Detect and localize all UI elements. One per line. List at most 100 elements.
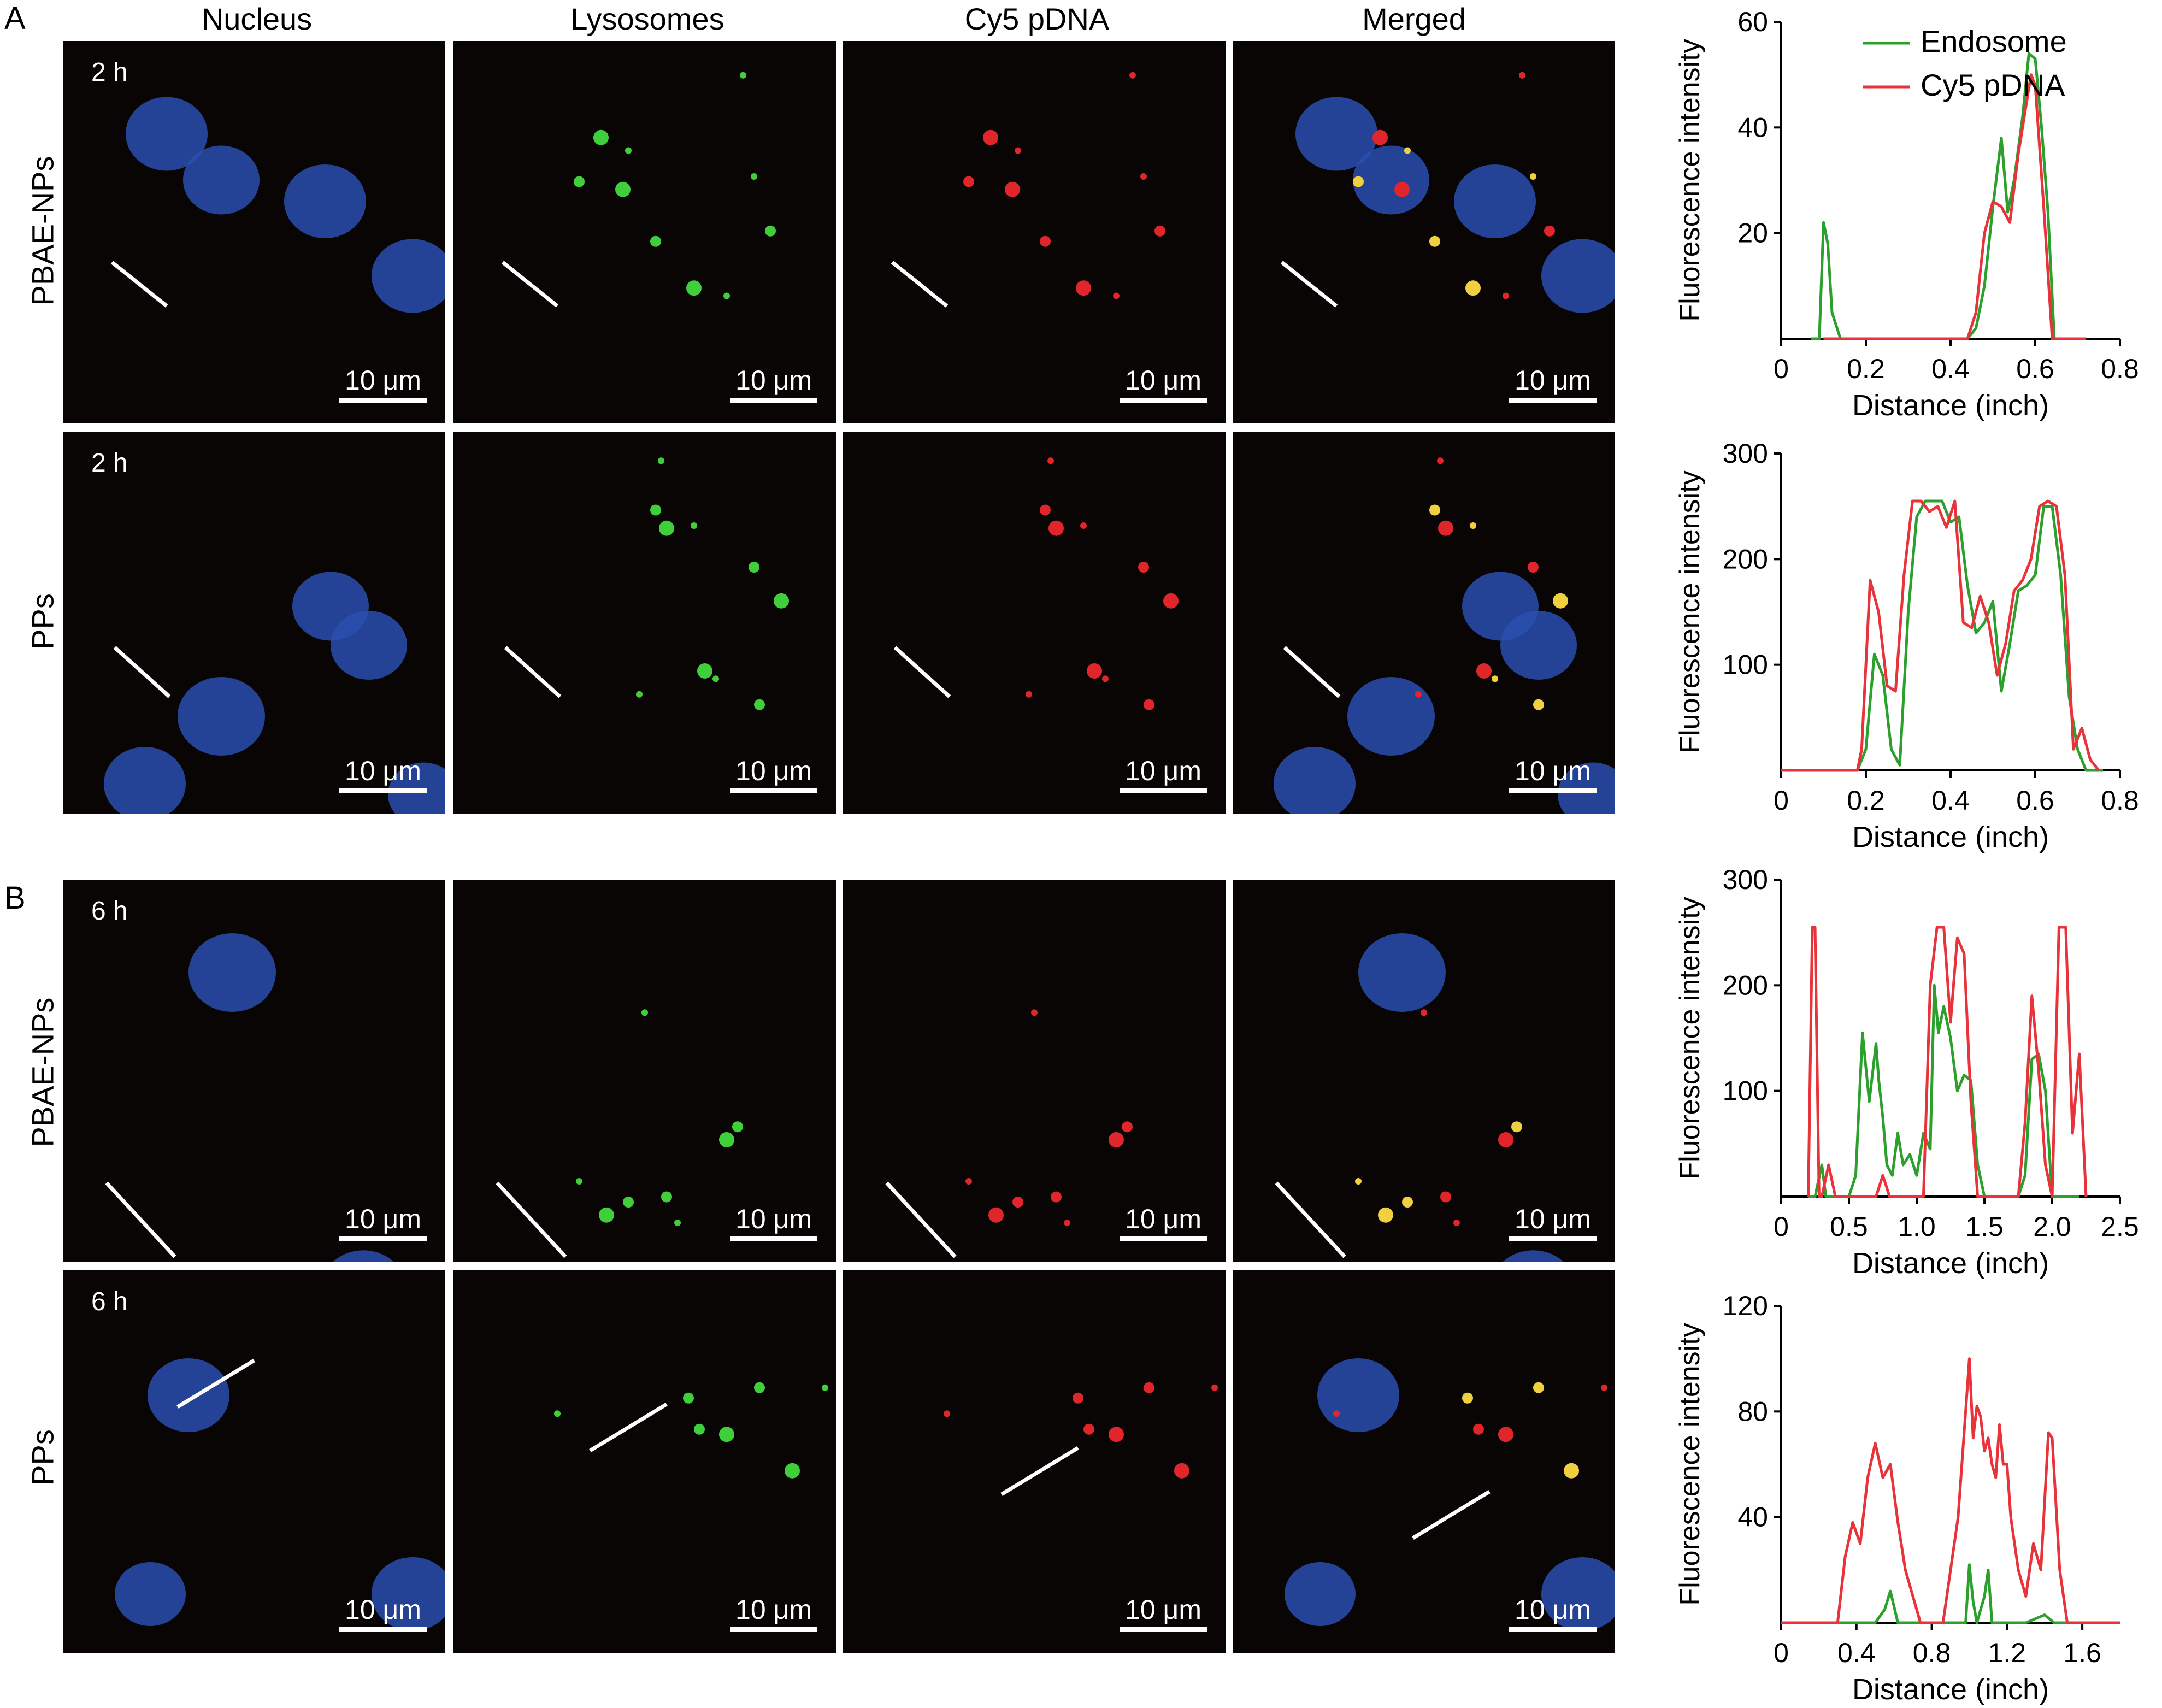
legend-label: Cy5 pDNA (1921, 68, 2065, 102)
fluorescent-spot (1498, 1132, 1513, 1147)
scale-bar (1509, 398, 1597, 403)
row-label-pps-6h: PPs (25, 1429, 60, 1486)
x-axis-label: Distance (inch) (1852, 1673, 2049, 1706)
scale-bar-label: 10 μm (345, 1594, 421, 1625)
fluorescent-spot (650, 504, 661, 516)
scale-bar (1120, 398, 1207, 403)
line-scan-marker (1275, 1181, 1346, 1258)
fluorescent-spot (1511, 1121, 1522, 1133)
scale-bar (339, 788, 427, 793)
profile-plot-3: 0 0.5 1.0 1.5 2.0 2.5 100 200 300 Distance (inch)… (1606, 858, 2153, 1287)
series-line-cy5-pdna (1781, 1357, 2120, 1624)
fluorescent-spot (1140, 173, 1147, 180)
scale-bar (1120, 788, 1207, 793)
cell-nucleus (183, 145, 260, 215)
cell-nucleus (1353, 145, 1429, 215)
fluorescent-spot (1437, 457, 1444, 464)
fluorescent-spot (965, 1178, 972, 1185)
micrograph-nucleus-row2: 2 h 10 μm (63, 432, 445, 814)
fluorescent-spot (599, 1207, 614, 1223)
micrograph-lysosome-row4: 10 μm (453, 1270, 836, 1653)
fluorescent-spot (749, 562, 759, 573)
scale-bar-label: 10 μm (345, 365, 421, 396)
y-tick-label: 100 (1723, 650, 1768, 680)
micrograph-merged-row3: 10 μm (1233, 880, 1615, 1262)
fluorescent-spot (694, 1423, 705, 1435)
cell-nucleus (1285, 1562, 1356, 1626)
x-tick-label: 0.4 (1837, 1638, 1876, 1668)
scale-bar-label: 10 μm (1125, 1594, 1201, 1625)
fluorescent-spot (1503, 292, 1509, 299)
scale-bar (730, 1627, 817, 1632)
y-tick-label: 300 (1723, 438, 1768, 469)
fluorescent-spot (691, 522, 697, 529)
scale-bar (339, 1627, 427, 1632)
scale-bar (1509, 1627, 1597, 1632)
scale-bar (1120, 1627, 1207, 1632)
fluorescent-spot (1109, 1132, 1124, 1147)
fluorescent-spot (1394, 181, 1410, 197)
fluorescent-spot (659, 520, 674, 536)
series-line-cy5-pdna (1781, 499, 2100, 772)
fluorescent-spot (658, 457, 664, 464)
scale-bar-label: 10 μm (1125, 1204, 1201, 1234)
cell-nucleus (388, 762, 445, 814)
series-line-endosome (1808, 983, 2079, 1198)
x-tick-label: 0 (1774, 1211, 1789, 1242)
fluorescent-spot (1438, 520, 1453, 536)
fluorescent-spot (1040, 235, 1051, 247)
fluorescent-spot (1492, 675, 1498, 682)
fluorescent-spot (576, 1178, 582, 1185)
fluorescent-spot (1026, 691, 1032, 698)
fluorescent-spot (988, 1207, 1004, 1223)
micrograph-lysosome-row2: 10 μm (453, 432, 836, 814)
micrograph-cy5-row3: 10 μm (843, 880, 1226, 1262)
y-axis-label: Fluorescence intensity (1674, 897, 1706, 1179)
cell-nucleus (1317, 1358, 1399, 1432)
x-tick-label: 2.5 (2101, 1211, 2139, 1242)
scale-bar (339, 398, 427, 403)
y-tick-label: 20 (1737, 218, 1768, 249)
fluorescent-spot (1473, 1423, 1484, 1435)
column-header-lysosomes: Lysosomes (570, 2, 724, 36)
x-tick-label: 0.4 (1931, 354, 1970, 384)
line-scan-marker (110, 261, 168, 308)
fluorescent-spot (1553, 593, 1568, 609)
fluorescent-spot (1113, 292, 1120, 299)
scale-bar-label: 10 μm (1125, 756, 1201, 786)
scale-bar-label: 10 μm (1515, 1594, 1591, 1625)
fluorescent-spot (683, 1392, 694, 1404)
x-tick-label: 1.5 (1965, 1211, 2004, 1242)
fluorescent-spot (1530, 173, 1536, 180)
line-scan-marker (1280, 261, 1338, 308)
micrograph-nucleus-row4: 6 h 10 μm (63, 1270, 445, 1653)
fluorescent-spot (1528, 562, 1539, 573)
fluorescent-spot (1211, 1384, 1218, 1391)
micrograph-cy5-row2: 10 μm (843, 432, 1226, 814)
micrograph-cy5-row1: 10 μm (843, 41, 1226, 423)
fluorescent-spot (1601, 1384, 1607, 1391)
x-tick-label: 0.4 (1931, 785, 1970, 816)
x-tick-label: 0.2 (1847, 354, 1885, 384)
fluorescent-spot (1174, 1463, 1189, 1479)
fluorescent-spot (1144, 699, 1154, 710)
cell-nucleus (104, 747, 186, 814)
legend-label: Endosome (1921, 24, 2067, 58)
line-scan-marker (176, 1359, 255, 1409)
series-line-endosome (1781, 499, 2103, 772)
row-label-pbae-6h: PBAE-NPs (25, 997, 60, 1147)
fluorescent-spot (1440, 1191, 1451, 1203)
cell-nucleus (188, 933, 276, 1012)
fluorescent-spot (661, 1191, 672, 1203)
scale-bar (1509, 788, 1597, 793)
fluorescent-spot (623, 1197, 634, 1208)
series-line-cy5-pdna (1807, 926, 2088, 1198)
x-tick-label: 0.6 (2016, 785, 2054, 816)
line-scan-marker (893, 646, 951, 698)
y-axis-label: Fluorescence intensity (1674, 39, 1706, 321)
fluorescent-spot (983, 129, 998, 145)
micrograph-lysosome-row1: 10 μm (453, 41, 836, 423)
fluorescent-spot (1080, 522, 1087, 529)
fluorescent-spot (1415, 691, 1422, 698)
panel-letter-a: A (4, 1, 26, 36)
